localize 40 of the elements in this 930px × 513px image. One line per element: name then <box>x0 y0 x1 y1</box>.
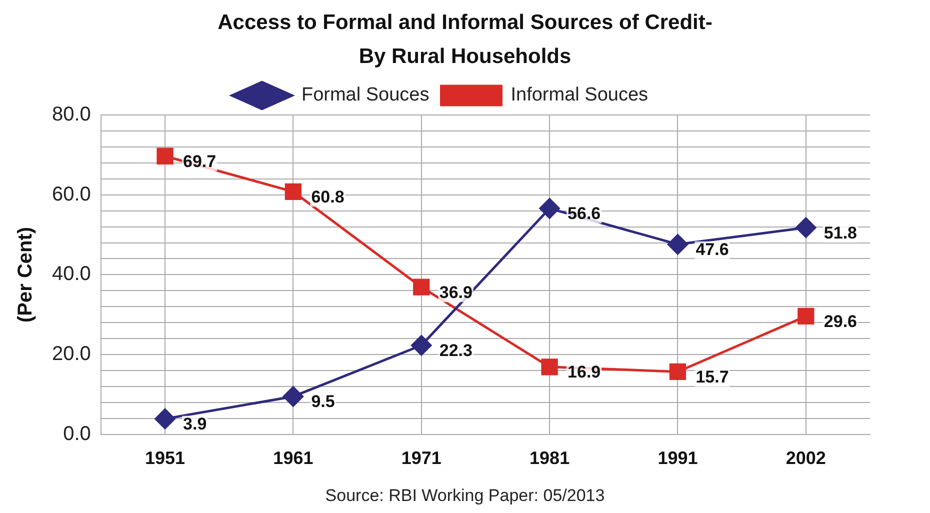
y-axis-title: (Per Cent) <box>14 226 37 322</box>
point <box>798 308 814 325</box>
y-tick-label: 40.0 <box>52 263 91 286</box>
point <box>411 335 432 356</box>
point <box>413 278 430 296</box>
x-tick-label: 1981 <box>530 448 570 468</box>
source-note: Source: RBI Working Paper: 05/2013 <box>324 486 606 506</box>
y-tick-label: 20.0 <box>52 343 91 366</box>
x-tick-label: 2002 <box>786 448 826 468</box>
data-label: 47.6 <box>696 240 729 260</box>
point <box>284 183 302 200</box>
point <box>154 408 176 430</box>
x-tick-label: 1991 <box>658 448 698 468</box>
y-tick-label: 60.0 <box>52 183 91 206</box>
data-label: 51.8 <box>824 223 858 242</box>
point <box>796 217 816 238</box>
point <box>667 234 688 255</box>
data-label: 16.9 <box>568 362 601 382</box>
point <box>539 198 560 219</box>
data-label: 22.3 <box>439 341 472 360</box>
point <box>282 386 304 407</box>
y-tick-label: 80.0 <box>52 104 91 126</box>
data-label: 36.9 <box>439 282 472 302</box>
data-label: 15.7 <box>696 367 729 386</box>
legend-label: Formal Souces <box>301 84 430 106</box>
point <box>541 358 558 376</box>
data-label: 3.9 <box>183 414 207 434</box>
x-tick-label: 1971 <box>401 448 442 468</box>
data-label: 56.6 <box>568 204 601 224</box>
legend-label: Informal Souces <box>510 84 648 106</box>
point <box>669 363 686 380</box>
chart-title: Access to Formal and Informal Sources of Credit- By Rural Households <box>216 10 714 70</box>
x-tick-label: 1951 <box>144 448 186 468</box>
data-label: 29.6 <box>824 312 858 331</box>
x-tick-label: 1961 <box>273 448 314 468</box>
y-tick-label: 0.0 <box>63 422 91 445</box>
data-label: 9.5 <box>311 392 335 412</box>
data-label: 60.8 <box>311 187 344 206</box>
data-label: 69.7 <box>183 152 216 171</box>
point <box>156 148 174 164</box>
